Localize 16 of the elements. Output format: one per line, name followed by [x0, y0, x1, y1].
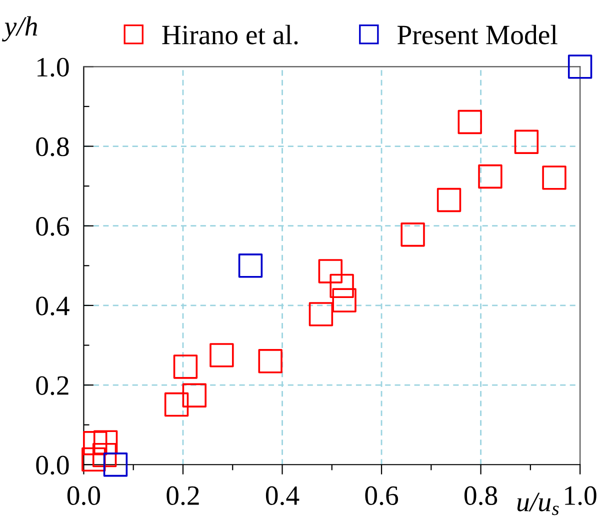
x-tick-label: 0.8 [464, 486, 498, 506]
y-tick-label: 0.4 [36, 296, 70, 316]
y-tick-label: 0.0 [36, 456, 69, 475]
legend-label: Hirano et al. [162, 24, 298, 44]
legend-label: Present Model [397, 24, 558, 44]
x-tick-label: 0.4 [266, 486, 300, 506]
y-tick-label: 0.2 [36, 376, 68, 396]
x-tick-label: 0.0 [67, 486, 100, 506]
x-tick-label: 0.2 [166, 486, 199, 506]
x-axis-title: u/u$_{s}$ [517, 492, 559, 516]
y-tick-label: 1.0 [38, 58, 69, 77]
y-tick-label: 0.6 [36, 217, 69, 236]
y-axis-title: y/h [2, 16, 38, 42]
x-tick-label: 0.6 [365, 486, 398, 506]
y-tick-label: 0.8 [36, 137, 69, 156]
x-tick-label: 1.0 [565, 486, 596, 506]
